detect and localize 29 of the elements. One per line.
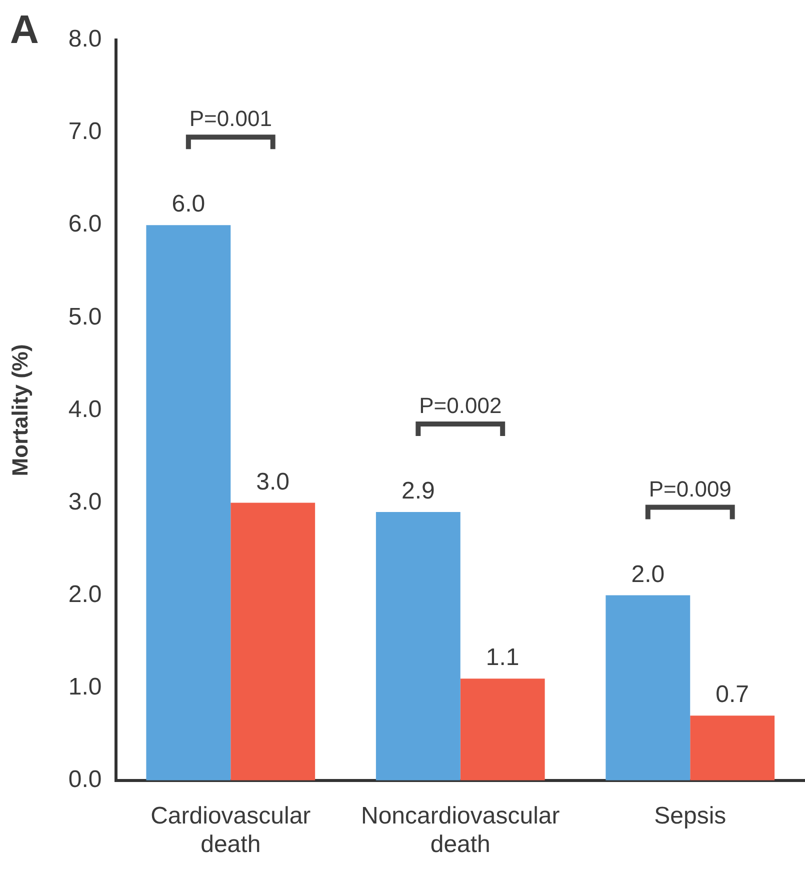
y-tick-label: 1.0 (68, 673, 102, 700)
annotation: P=0.009 (648, 476, 732, 502)
annotation: P=0.001 (189, 106, 272, 132)
bar (230, 502, 316, 780)
y-tick-label: 3.0 (68, 488, 102, 516)
y-tick-label: 5.0 (68, 303, 102, 330)
data-label: 6.0 (172, 190, 206, 218)
y-tick-label: 7.0 (68, 118, 102, 146)
y-tick-label: 8.0 (68, 26, 102, 53)
data-label: 2.9 (401, 478, 435, 505)
bar (690, 716, 775, 780)
y-tick-label: 0.0 (68, 766, 102, 794)
x-tick-label: Sepsis (654, 802, 726, 830)
annotation: P=0.002 (419, 393, 502, 418)
bar (606, 595, 690, 780)
y-tick-label: 2.0 (68, 580, 102, 608)
data-label: 1.1 (486, 644, 520, 672)
y-axis-title: Mortality (%) (7, 344, 32, 476)
y-tick-label: 4.0 (68, 396, 102, 423)
bar (460, 678, 545, 780)
x-tick-label: Cardiovascular death (150, 802, 311, 858)
bar (376, 512, 460, 780)
text: A (10, 8, 39, 52)
y-tick-label: 6.0 (68, 210, 102, 238)
x-tick-label: Noncardiovascular death (361, 802, 560, 858)
data-label: 3.0 (256, 468, 290, 496)
data-label: 0.7 (716, 681, 750, 708)
data-label: 2.0 (631, 560, 665, 588)
bar (146, 225, 231, 780)
